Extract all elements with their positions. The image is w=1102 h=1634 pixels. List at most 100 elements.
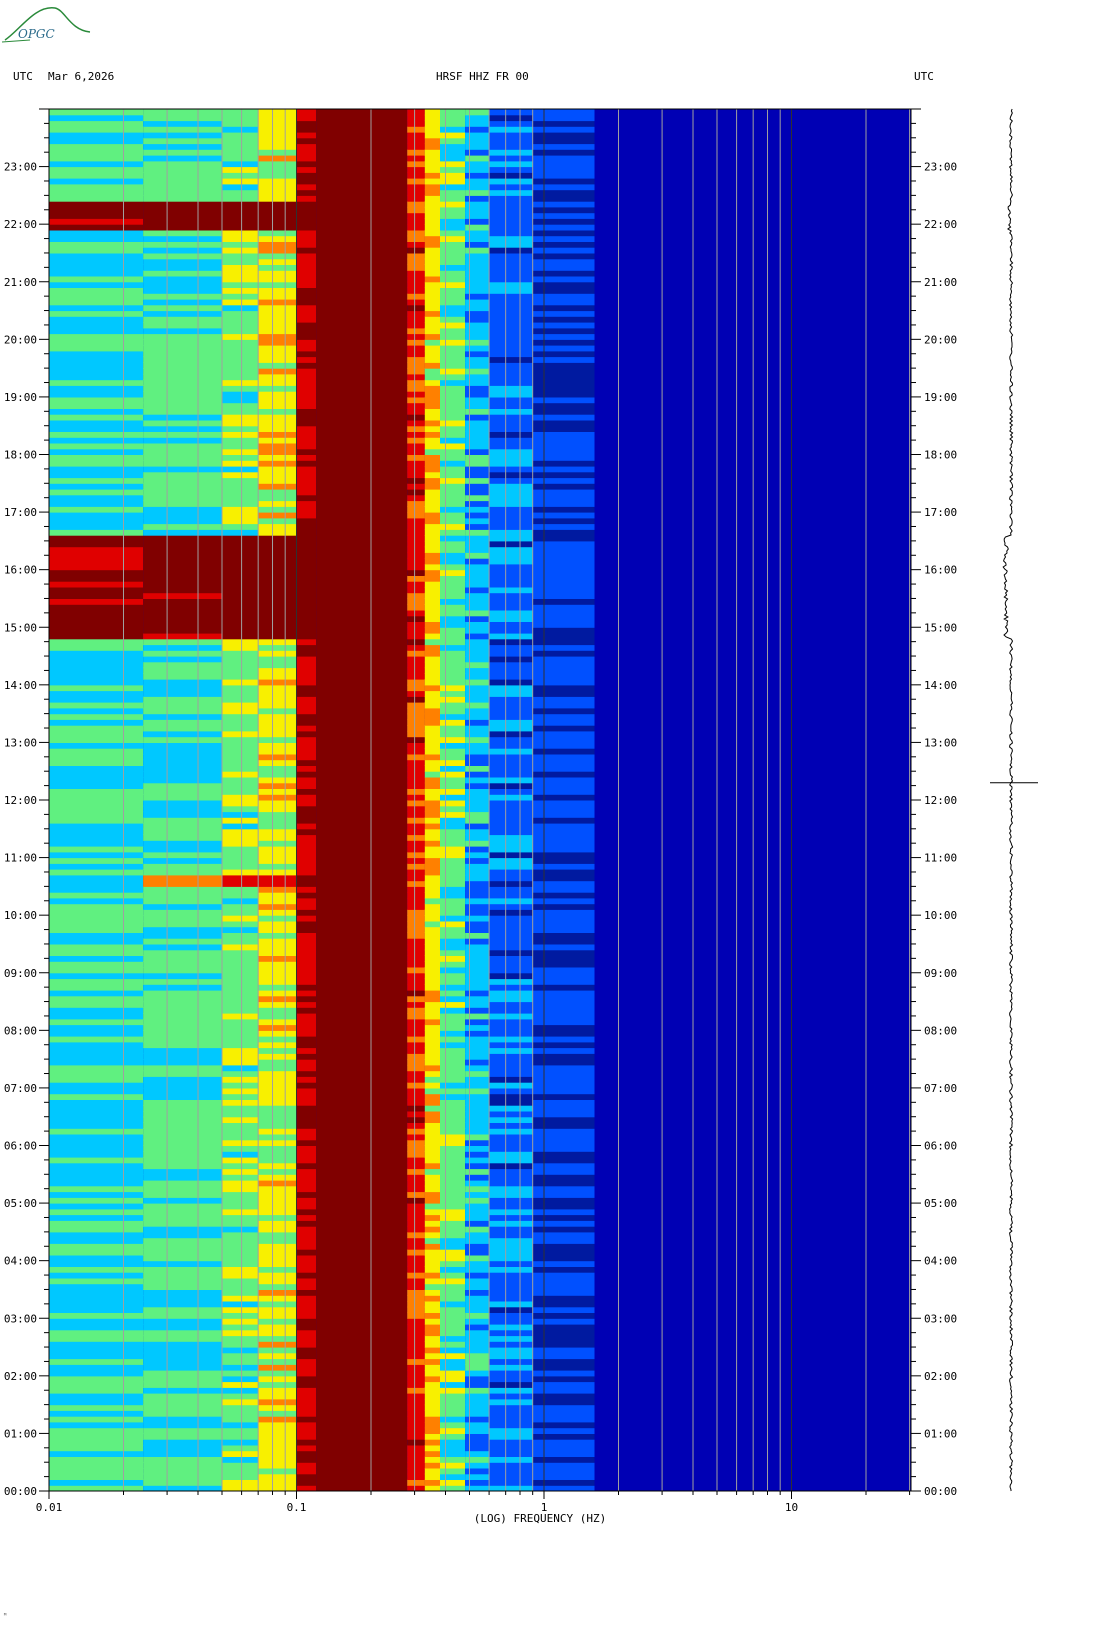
spectrogram-cell bbox=[532, 489, 595, 496]
spectrogram-cell bbox=[489, 1059, 533, 1066]
spectrogram-cell bbox=[465, 897, 490, 905]
spectrogram-cell bbox=[49, 1180, 144, 1187]
spectrogram-cell bbox=[296, 1439, 317, 1446]
spectrogram-cell bbox=[489, 851, 533, 859]
spectrogram-cell bbox=[49, 454, 144, 461]
spectrogram-cell bbox=[143, 920, 222, 928]
spectrogram-cell bbox=[143, 552, 222, 559]
spectrogram-cell bbox=[258, 385, 297, 392]
spectrogram-cell bbox=[424, 339, 440, 346]
spectrogram-cell bbox=[143, 1053, 222, 1060]
spectrogram-cell bbox=[465, 817, 490, 824]
spectrogram-cell bbox=[440, 420, 466, 427]
spectrogram-cell bbox=[296, 1030, 317, 1037]
spectrogram-cell bbox=[532, 448, 595, 455]
spectrogram-cell bbox=[49, 1277, 144, 1285]
spectrogram-cell bbox=[424, 725, 440, 732]
spectrogram-cell bbox=[407, 322, 425, 329]
spectrogram-cell bbox=[532, 420, 595, 427]
spectrogram-cell bbox=[489, 1393, 533, 1400]
spectrogram-cell bbox=[489, 1439, 533, 1446]
spectrogram-cell bbox=[316, 713, 408, 720]
spectrogram-cell bbox=[465, 1007, 490, 1014]
spectrogram-cell bbox=[489, 1116, 533, 1123]
spectrogram-cell bbox=[465, 563, 490, 571]
spectrogram-cell bbox=[532, 391, 595, 398]
spectrogram-cell bbox=[440, 160, 466, 168]
spectrogram-cell bbox=[465, 333, 490, 340]
spectrogram-cell bbox=[407, 788, 425, 795]
spectrogram-cell bbox=[316, 805, 408, 813]
spectrogram-cell bbox=[222, 1093, 259, 1100]
spectrogram-cell bbox=[440, 610, 466, 617]
spectrogram-cell bbox=[222, 1157, 259, 1164]
spectrogram-cell bbox=[316, 615, 408, 622]
spectrogram-cell bbox=[407, 897, 425, 905]
spectrogram-cell bbox=[532, 1001, 595, 1008]
spectrogram-cell bbox=[407, 1295, 425, 1302]
spectrogram-cell bbox=[258, 304, 297, 312]
spectrogram-cell bbox=[258, 621, 297, 628]
spectrogram-cell bbox=[143, 817, 222, 824]
spectrogram-cell bbox=[440, 1266, 466, 1273]
spectrogram-cell bbox=[532, 229, 595, 237]
spectrogram-cell bbox=[532, 627, 595, 634]
y-tick-label-right: 19:00 bbox=[924, 391, 957, 404]
spectrogram-cell bbox=[49, 1237, 144, 1244]
spectrogram-cell bbox=[222, 299, 259, 306]
spectrogram-cell bbox=[296, 460, 317, 467]
spectrogram-cell bbox=[532, 1030, 595, 1037]
spectrogram-cell bbox=[222, 1485, 259, 1492]
spectrogram-cell bbox=[49, 1030, 144, 1037]
spectrogram-cell bbox=[258, 281, 297, 288]
spectrogram-cell bbox=[222, 903, 259, 910]
spectrogram-cell bbox=[489, 719, 533, 726]
spectrogram-cell bbox=[258, 1030, 297, 1037]
spectrogram-cell bbox=[440, 218, 466, 225]
spectrogram-cell bbox=[316, 310, 408, 317]
spectrogram-cell bbox=[49, 690, 144, 697]
spectrogram-cell bbox=[440, 1462, 466, 1469]
spectrogram-cell bbox=[532, 304, 595, 312]
spectrogram-cell bbox=[258, 984, 297, 991]
spectrogram-cell bbox=[143, 938, 222, 945]
spectrogram-cell bbox=[489, 817, 533, 824]
spectrogram-cell bbox=[222, 926, 259, 933]
spectrogram-cell bbox=[489, 1168, 533, 1175]
spectrogram-cell bbox=[489, 420, 533, 427]
spectrogram-cell bbox=[222, 195, 259, 202]
spectrogram-cell bbox=[489, 1030, 533, 1037]
spectrogram-cell bbox=[440, 563, 466, 571]
spectrogram-cell bbox=[407, 1398, 425, 1406]
spectrogram-cell bbox=[296, 1174, 317, 1181]
spectrogram-cell bbox=[407, 126, 425, 133]
spectrogram-cell bbox=[465, 489, 490, 496]
spectrogram-cell bbox=[316, 1416, 408, 1423]
spectrogram-cell bbox=[258, 840, 297, 847]
spectrogram-cell bbox=[49, 1450, 144, 1457]
spectrogram-cell bbox=[489, 1277, 533, 1285]
spectrogram-cell bbox=[532, 932, 595, 939]
spectrogram-cell bbox=[489, 1134, 533, 1141]
spectrogram-cell bbox=[143, 1139, 222, 1146]
spectrogram-cell bbox=[143, 1047, 222, 1054]
spectrogram-cell bbox=[258, 926, 297, 933]
spectrogram-cell bbox=[143, 857, 222, 864]
spectrogram-cell bbox=[49, 506, 144, 513]
spectrogram-cell bbox=[296, 1151, 317, 1158]
spectrogram-cell bbox=[465, 1295, 490, 1302]
spectrogram-cell bbox=[440, 1439, 466, 1446]
spectrogram-cell bbox=[49, 189, 144, 196]
spectrogram-cell bbox=[258, 581, 297, 588]
spectrogram-cell bbox=[465, 1416, 490, 1423]
spectrogram-cell bbox=[440, 512, 466, 519]
spectrogram-cell bbox=[489, 1197, 533, 1204]
spectrogram-cell bbox=[465, 702, 490, 709]
spectrogram-cell bbox=[440, 926, 466, 933]
spectrogram-cell bbox=[532, 633, 595, 640]
spectrogram-cell bbox=[407, 178, 425, 185]
spectrogram-cell bbox=[424, 195, 440, 202]
spectrogram-cell bbox=[143, 1318, 222, 1325]
spectrogram-cell bbox=[407, 920, 425, 928]
spectrogram-cell bbox=[143, 1358, 222, 1365]
